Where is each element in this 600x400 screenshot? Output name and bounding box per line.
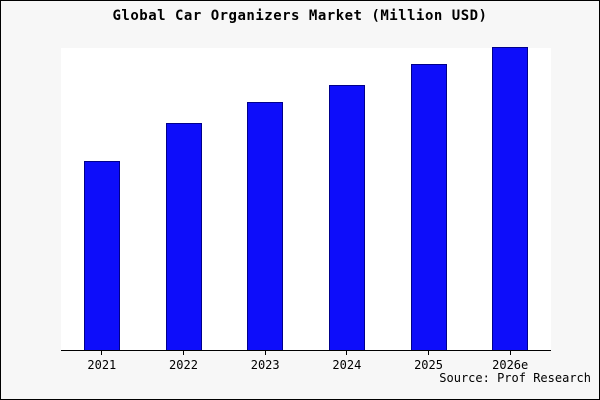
x-axis-labels: 2021 2022 2023 2024 2025 2026e bbox=[61, 351, 551, 372]
x-tick-group-2025: 2025 bbox=[388, 351, 470, 372]
plot-area bbox=[61, 47, 551, 351]
x-tick-mark bbox=[428, 351, 430, 355]
x-tick-mark bbox=[509, 351, 511, 355]
x-tick-label: 2022 bbox=[169, 358, 198, 372]
bar-2023 bbox=[247, 102, 284, 350]
bar-slot-2021 bbox=[61, 48, 143, 350]
x-tick-mark bbox=[101, 351, 103, 355]
source-credit: Source: Prof Research bbox=[439, 371, 591, 385]
bar-2026e bbox=[492, 47, 529, 350]
x-tick-mark bbox=[264, 351, 266, 355]
x-tick-label: 2026e bbox=[492, 358, 529, 372]
bar-2021 bbox=[83, 161, 120, 350]
bar-series bbox=[61, 47, 551, 350]
x-tick-mark bbox=[346, 351, 348, 355]
x-tick-group-2021: 2021 bbox=[61, 351, 143, 372]
bar-slot-2023 bbox=[224, 48, 306, 350]
x-tick-group-2022: 2022 bbox=[143, 351, 225, 372]
x-tick-mark bbox=[183, 351, 184, 355]
bar-2025 bbox=[410, 64, 447, 350]
bar-slot-2022 bbox=[143, 48, 225, 350]
bar-2022 bbox=[165, 123, 202, 350]
x-tick-group-2023: 2023 bbox=[224, 351, 306, 372]
x-tick-label: 2024 bbox=[332, 358, 362, 372]
bar-slot-2025 bbox=[388, 48, 470, 350]
x-tick-label: 2021 bbox=[87, 358, 117, 372]
chart-title: Global Car Organizers Market (Million US… bbox=[112, 8, 488, 24]
x-tick-label: 2023 bbox=[250, 358, 280, 372]
bar-slot-2026e bbox=[469, 47, 551, 350]
bar-slot-2024 bbox=[306, 48, 388, 350]
bar-2024 bbox=[328, 85, 365, 350]
x-tick-group-2024: 2024 bbox=[306, 351, 388, 372]
x-tick-group-2026e: 2026e bbox=[469, 351, 551, 372]
x-tick-label: 2025 bbox=[414, 358, 443, 372]
